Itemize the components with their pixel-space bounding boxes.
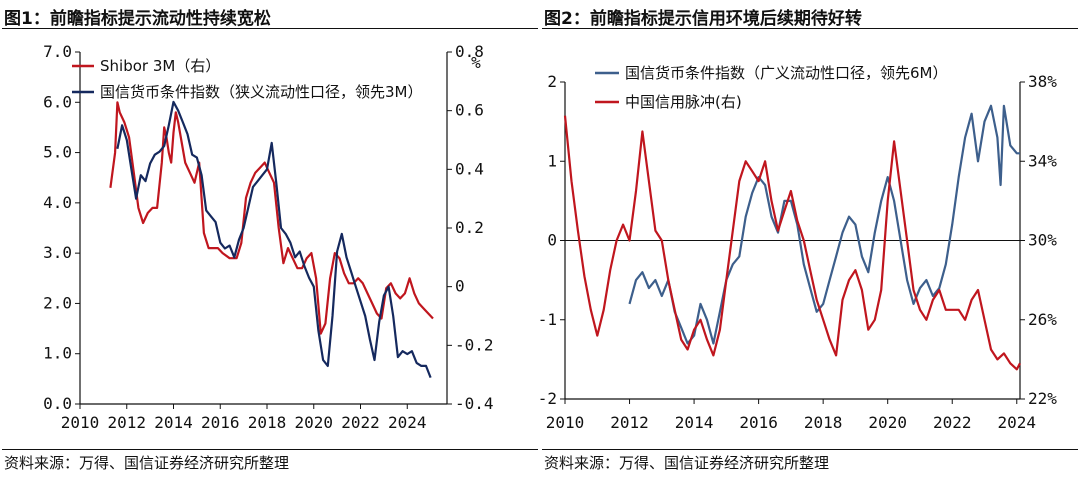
x-tick-label: 2024: [998, 413, 1037, 432]
y-left-tick-label: 5.0: [43, 143, 72, 162]
y-left-tick-label: 0.0: [43, 394, 72, 413]
y-right-tick-label: 0: [455, 277, 465, 296]
y-left-tick-label: -1: [538, 310, 557, 329]
x-tick-label: 2022: [933, 413, 972, 432]
x-tick-label: 2012: [610, 413, 649, 432]
title-divider: [2, 28, 538, 29]
source-note: 资料来源：万得、国信证券经济研究所整理: [544, 454, 830, 472]
x-tick-label: 2022: [341, 413, 380, 432]
y-right-tick-label: 26%: [1028, 310, 1057, 329]
x-tick-label: 2010: [61, 413, 100, 432]
y-left-tick-label: 4.0: [43, 193, 72, 212]
x-tick-label: 2024: [388, 413, 427, 432]
y-right-tick-label: 38%: [1028, 72, 1057, 91]
y-left-tick-label: 2: [547, 72, 557, 91]
x-tick-label: 2020: [868, 413, 907, 432]
y-left-tick-label: 3.0: [43, 243, 72, 262]
x-tick-label: 2018: [248, 413, 287, 432]
chart-title: 图2：前瞻指标提示信用环境后续期待好转: [544, 9, 862, 29]
legend-label: 国信货币条件指数（广义流动性口径，领先6M）: [625, 64, 948, 82]
source-divider: [542, 449, 1078, 450]
x-tick-label: 2014: [154, 413, 193, 432]
series-line-2: [563, 115, 1021, 371]
title-divider: [542, 28, 1078, 29]
y-right-tick-label: 0.4: [455, 159, 484, 178]
y-left-tick-label: 2.0: [43, 293, 72, 312]
series-line-1: [628, 104, 1020, 345]
y-right-tick-label: 0.2: [455, 218, 484, 237]
source-note: 资料来源：万得、国信证券经济研究所整理: [4, 454, 290, 472]
x-tick-label: 2010: [546, 413, 585, 432]
y-left-tick-label: 6.0: [43, 92, 72, 111]
legend-label: Shibor 3M（右）: [100, 57, 220, 75]
y-right-tick-label: 22%: [1028, 389, 1057, 408]
series-line-2: [116, 100, 432, 379]
x-tick-label: 2012: [107, 413, 146, 432]
y-right-tick-label: 34%: [1028, 151, 1057, 170]
y-right-tick-label: -0.4: [455, 394, 494, 413]
series-line-1: [109, 101, 434, 335]
y-right-tick-label: -0.2: [455, 335, 494, 354]
chart-title: 图1：前瞻指标提示流动性持续宽松: [4, 9, 271, 29]
y-right-tick-label: 0.6: [455, 101, 484, 120]
y-left-tick-label: 1: [547, 151, 557, 170]
chart-plot-area: 2010 2012 2014 2016 2018 2020 2022 2024-2-10122…: [538, 64, 1058, 432]
x-tick-label: 2014: [675, 413, 714, 432]
x-tick-label: 2016: [739, 413, 778, 432]
y-left-tick-label: 7.0: [43, 42, 72, 61]
y-left-tick-label: 1.0: [43, 344, 72, 363]
x-tick-label: 2020: [294, 413, 333, 432]
legend-label: 国信货币条件指数（狭义流动性口径，领先3M）: [100, 83, 423, 101]
y-right-tick-label: 30%: [1028, 231, 1057, 250]
y-right-unit-label: %: [471, 53, 481, 72]
x-tick-label: 2016: [201, 413, 240, 432]
chart-panel-1: 图1：前瞻指标提示流动性持续宽松 2010 2012 2014 2016 2018 202…: [2, 9, 538, 472]
source-divider: [2, 449, 538, 450]
y-left-tick-label: -2: [538, 389, 557, 408]
legend-label: 中国信用脉冲(右): [625, 93, 742, 111]
y-right-tick-label: 0.8: [455, 42, 484, 61]
chart-plot-area: 2010 2012 2014 2016 2018 2020 2022 2024 0.0 1.0 2.…: [43, 42, 494, 432]
chart-panel-2: 图2：前瞻指标提示信用环境后续期待好转 2010 2012 2014 2016 2018…: [538, 0, 1080, 477]
x-tick-label: 2018: [804, 413, 843, 432]
y-left-tick-label: 0: [547, 231, 557, 250]
